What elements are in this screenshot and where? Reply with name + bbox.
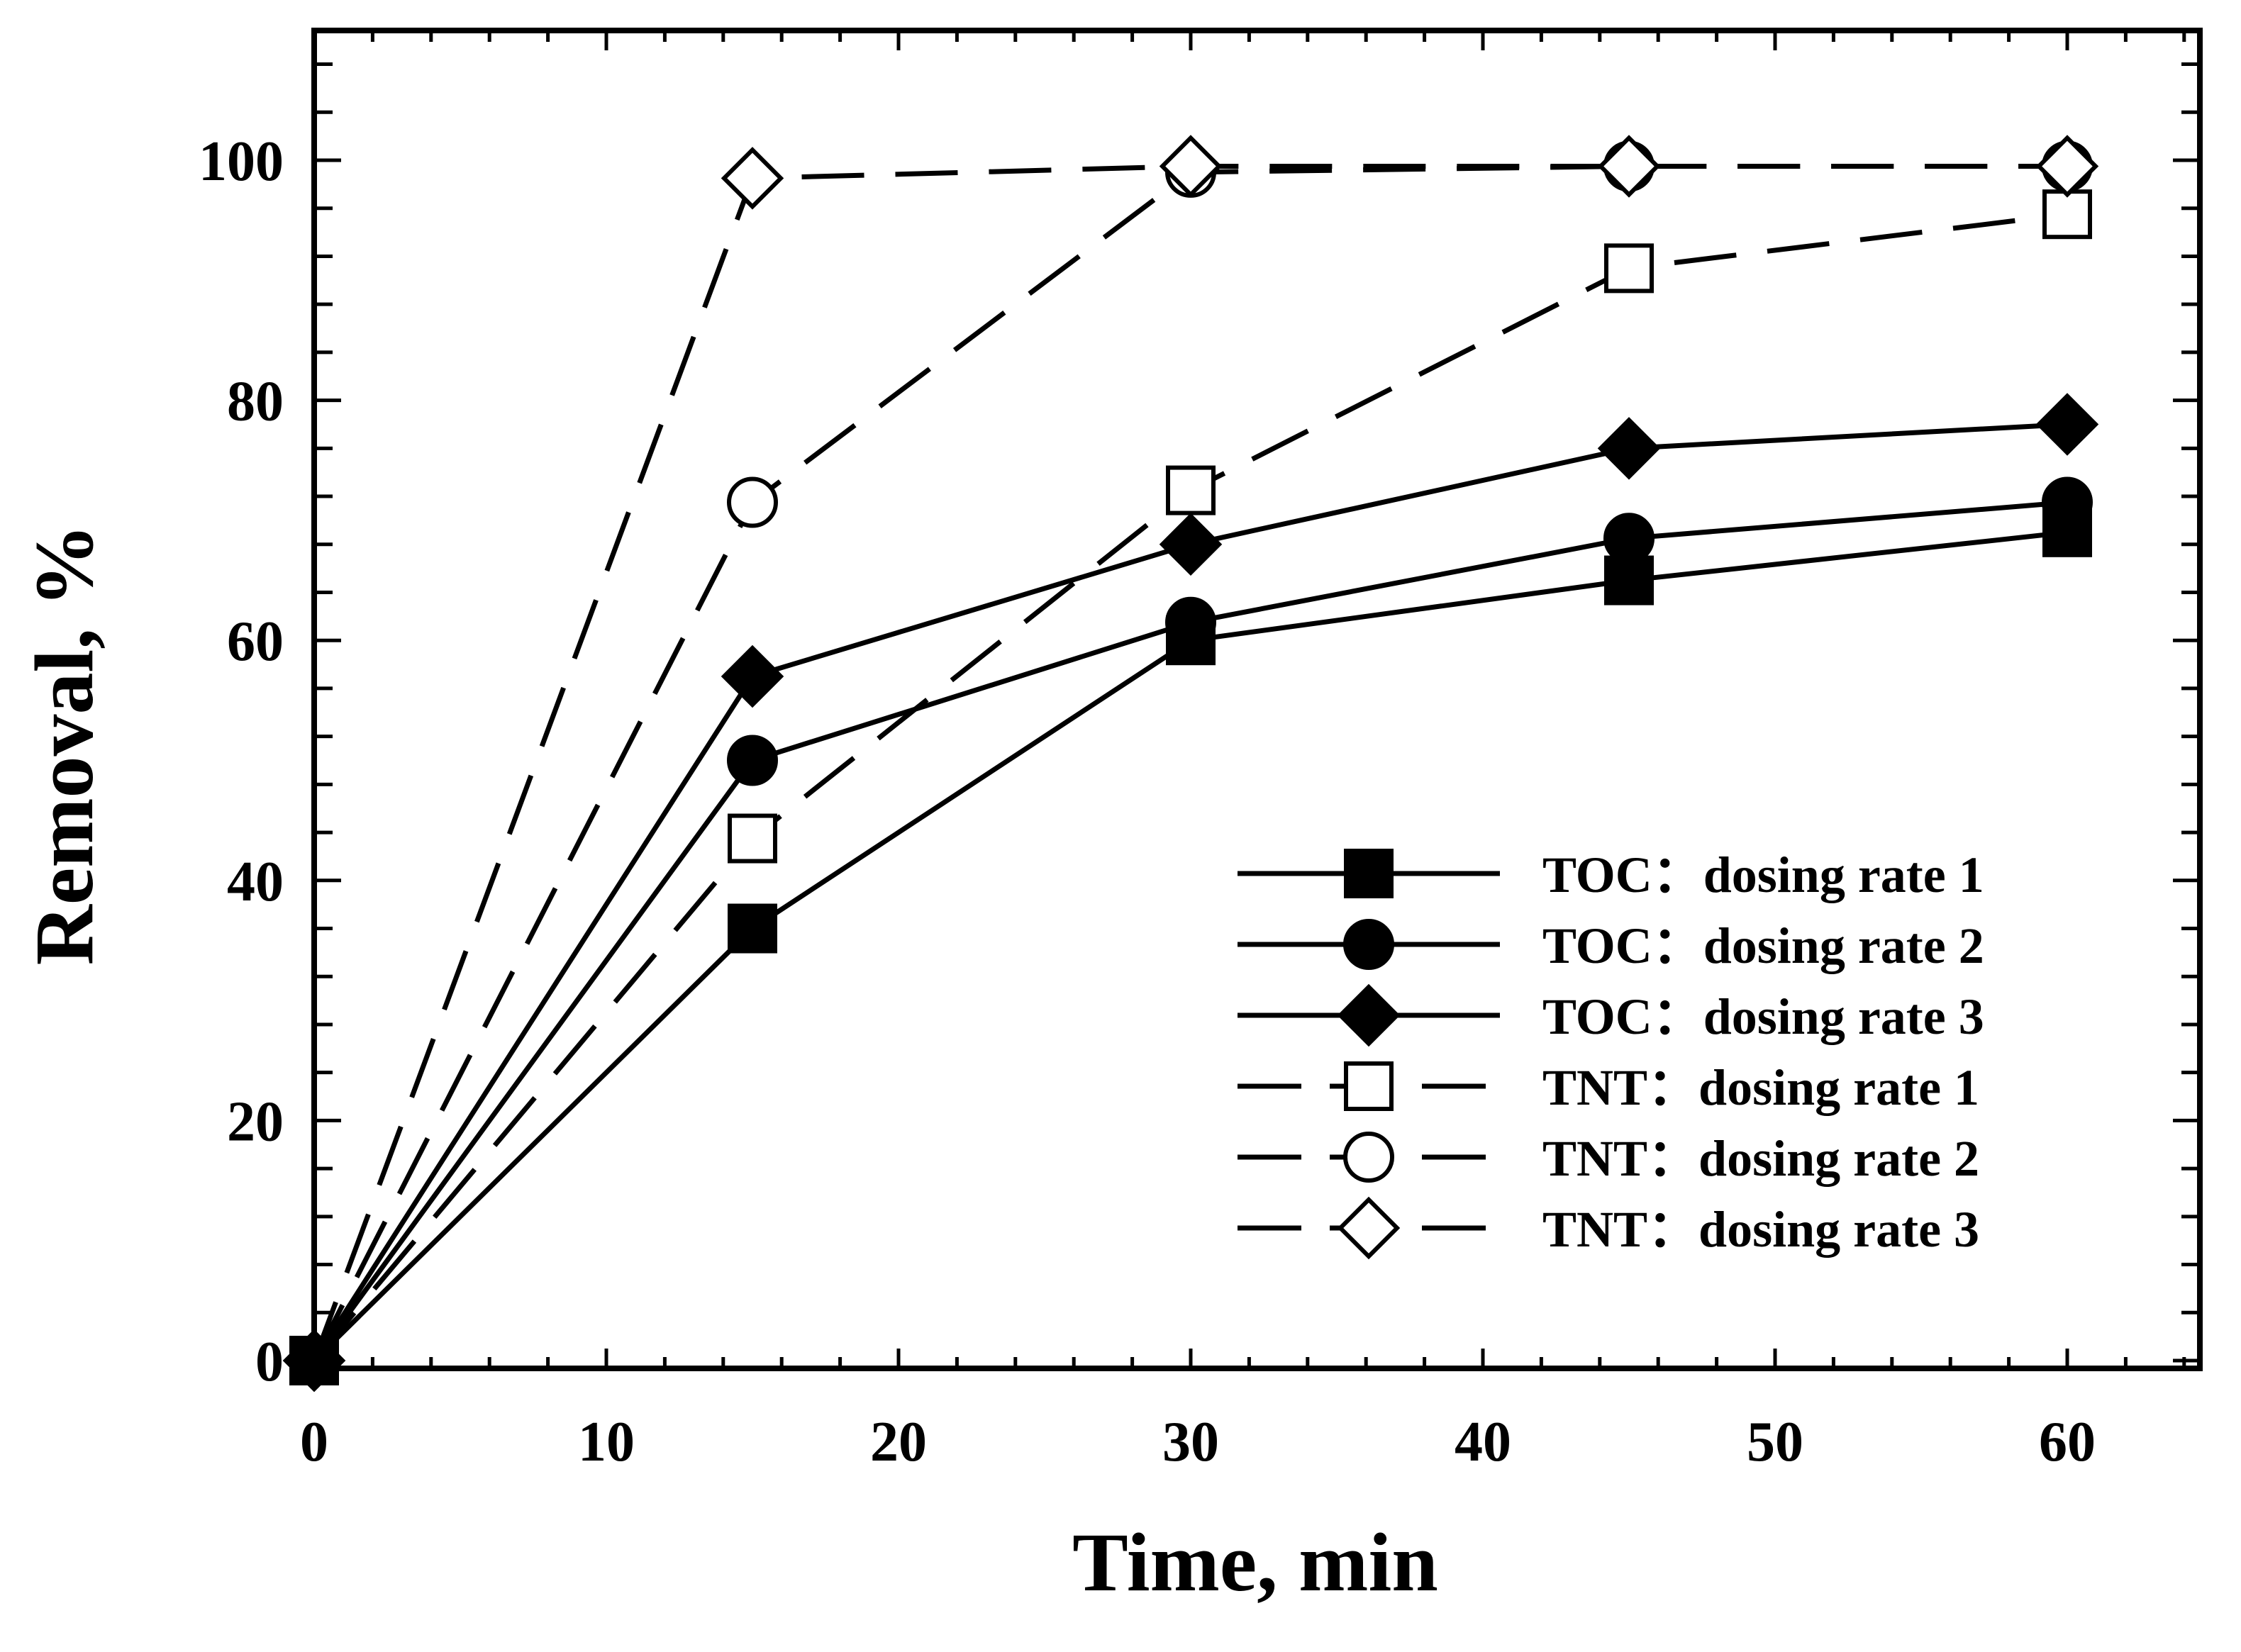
legend-marker [1337,983,1401,1047]
legend-label: TOC：dosing rate 3 [1542,988,1984,1045]
legend-item-4: TNT：dosing rate 1 [1238,1059,1979,1116]
data-point [1604,243,1654,294]
x-axis-title: Time, min [1072,1516,1438,1609]
data-point [2042,476,2093,528]
legend-item-6: TNT：dosing rate 3 [1238,1196,1979,1260]
legend-marker [1337,1196,1401,1260]
plot-frame [311,28,2203,1371]
data-point [728,903,777,954]
legend-marker [1344,1061,1394,1111]
legend-label: TOC：dosing rate 1 [1542,847,1984,903]
axes-layer: 0 10 20 30 40 50 60 0 20 40 60 80 100 [199,28,2203,1473]
legend-marker [1343,919,1394,970]
legend-label: TNT：dosing rate 2 [1542,1130,1979,1187]
x-tick-label: 0 [300,1411,328,1473]
data-point [1159,135,1223,198]
legend-label: TNT：dosing rate 3 [1542,1201,1979,1258]
legend-marker [1343,1132,1394,1183]
data-point [728,813,777,864]
legend-label: TNT：dosing rate 1 [1542,1059,1979,1116]
x-tick-label: 20 [870,1411,927,1473]
legend-label: TOC：dosing rate 2 [1542,917,1984,974]
legend: TOC：dosing rate 1 TOC：dosing rate 2 TOC：do… [1238,847,1984,1260]
y-tick-label: 40 [227,851,284,913]
legend-item-2: TOC：dosing rate 2 [1238,917,1984,974]
data-point [721,644,784,708]
data-point [721,147,784,210]
x-tick-label: 30 [1162,1411,1219,1473]
data-point [1159,513,1223,576]
data-point [1604,555,1654,605]
y-axis-title: Removal, % [18,524,111,966]
y-tick-label: 20 [227,1090,284,1153]
y-tick-label: 0 [255,1331,284,1393]
data-point [2035,393,2099,456]
y-tick-label: 60 [227,610,284,673]
legend-item-3: TOC：dosing rate 3 [1238,983,1984,1047]
x-tick-label: 40 [1455,1411,1511,1473]
data-point [1597,135,1661,198]
data-point [2035,135,2099,198]
x-tick-label: 60 [2039,1411,2096,1473]
data-point [727,476,778,528]
legend-item-1: TOC：dosing rate 1 [1238,847,1984,903]
legend-marker [1344,849,1394,898]
ticks [312,30,2200,1368]
data-point [1603,513,1655,564]
data-point [1166,465,1216,515]
y-tick-label: 80 [227,371,284,433]
x-tick-label: 10 [578,1411,635,1473]
data-point [727,735,778,786]
x-tick-label: 50 [1747,1411,1803,1473]
data-point [1597,417,1661,480]
data-point [2042,189,2092,240]
legend-item-5: TNT：dosing rate 2 [1238,1130,1979,1187]
y-tick-label: 100 [199,130,284,193]
data-point [1165,596,1216,648]
